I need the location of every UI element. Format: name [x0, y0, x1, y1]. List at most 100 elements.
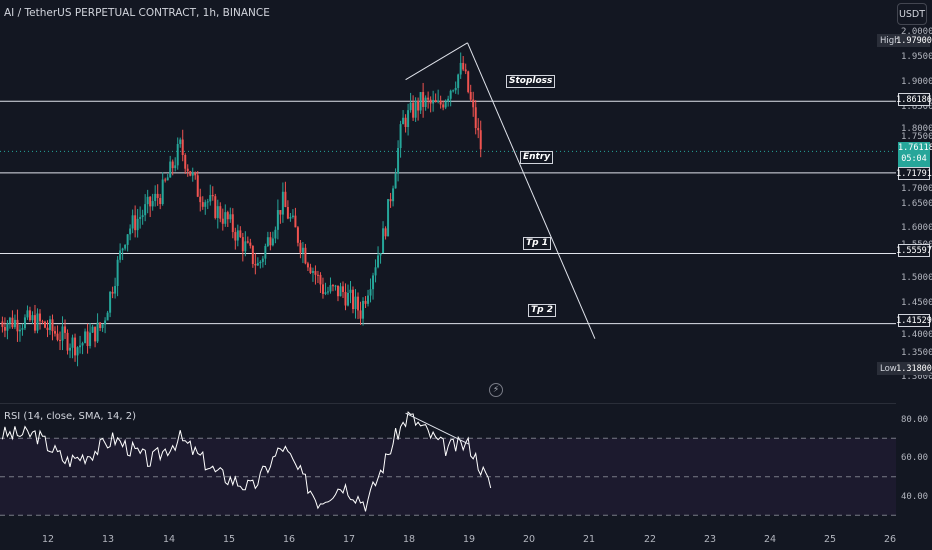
chart-title: AI / TetherUS PERPETUAL CONTRACT, 1h, BI… — [4, 7, 270, 19]
candle-body — [136, 218, 139, 231]
candle-body — [126, 234, 129, 245]
candle-body — [427, 97, 430, 100]
time-tick: 13 — [101, 534, 115, 545]
tp1-annotation[interactable]: Tp 1 — [523, 237, 551, 250]
candle-body — [36, 313, 39, 331]
candle-body — [344, 291, 347, 306]
pane-separator[interactable] — [0, 403, 896, 404]
price-tick: 1.45000 — [901, 298, 932, 308]
rsi-title: RSI (14, close, SMA, 14, 2) — [4, 411, 137, 422]
candle-body — [129, 228, 132, 235]
lightning-icon[interactable]: ⚡ — [489, 383, 503, 397]
candle-body — [176, 144, 179, 166]
candle-body — [249, 242, 252, 246]
candle-body — [124, 244, 127, 249]
candle-body — [276, 210, 279, 230]
rsi-divergence-line — [405, 412, 469, 445]
candle-body — [46, 327, 49, 331]
candle-body — [286, 206, 289, 219]
candle-body — [439, 100, 442, 105]
candle-body — [224, 212, 227, 224]
candle-body — [69, 347, 72, 351]
candle-body — [111, 291, 114, 294]
candle-body — [336, 285, 339, 297]
candle-body — [467, 71, 470, 92]
trendline-projection — [467, 42, 596, 339]
candle-body — [91, 326, 94, 333]
candle-body — [417, 100, 420, 111]
tp2-annotation[interactable]: Tp 2 — [528, 304, 556, 317]
candle-body — [226, 212, 229, 220]
candle-body — [306, 263, 309, 268]
candle-body — [311, 271, 314, 273]
current-price-label: 1.76118 05:04 — [898, 142, 932, 167]
candle-body — [254, 263, 257, 266]
candle-body — [349, 289, 352, 293]
candle-body — [304, 247, 307, 264]
candle-body — [437, 100, 440, 103]
candle-body — [392, 188, 395, 202]
candle-body — [296, 227, 299, 243]
candle-body — [424, 97, 427, 107]
candle-body — [171, 161, 174, 169]
candle-body — [404, 117, 407, 128]
candle-body — [184, 155, 187, 169]
candle-body — [189, 171, 192, 176]
candle-body — [334, 285, 337, 287]
candle-body — [452, 90, 455, 92]
candle-body — [119, 250, 122, 260]
candle-body — [454, 87, 457, 91]
stoploss-annotation[interactable]: Stoploss — [506, 75, 556, 88]
candle-body — [174, 165, 177, 169]
candle-body — [369, 289, 372, 296]
candle-body — [141, 215, 144, 218]
candle-body — [76, 347, 79, 356]
time-tick: 23 — [703, 534, 717, 545]
candle-body — [106, 312, 109, 321]
candle-body — [99, 322, 102, 329]
entry-annotation[interactable]: Entry — [520, 151, 554, 164]
candle-body — [462, 62, 465, 70]
candle-body — [464, 69, 467, 72]
candle-body — [181, 139, 184, 156]
candle-body — [23, 317, 26, 329]
candle-body — [84, 331, 87, 344]
candle-body — [419, 92, 422, 111]
candle-body — [221, 218, 224, 224]
candle-body — [291, 215, 294, 218]
rsi-tick: 60.00 — [901, 453, 929, 463]
candle-body — [319, 274, 322, 285]
candle-body — [109, 291, 112, 313]
candle-body — [216, 206, 219, 218]
candle-body — [271, 238, 274, 246]
low-value: 1.31800 — [896, 362, 932, 375]
candle-body — [96, 322, 99, 342]
candle-body — [1, 321, 4, 327]
candle-body — [151, 201, 154, 207]
candle-body — [33, 315, 36, 331]
time-tick: 19 — [462, 534, 476, 545]
candle-body — [21, 328, 24, 330]
candle-body — [314, 271, 317, 275]
candle-body — [346, 292, 349, 306]
candle-body — [169, 161, 172, 178]
candle-body — [364, 300, 367, 304]
candle-body — [387, 199, 390, 237]
price-tick: 1.80000 — [901, 124, 932, 134]
candle-body — [191, 172, 194, 176]
candle-body — [164, 179, 167, 181]
candle-body — [289, 217, 292, 219]
candle-body — [352, 289, 355, 310]
rsi-tick: 40.00 — [901, 492, 929, 502]
candle-body — [379, 253, 382, 256]
candle-body — [74, 337, 77, 356]
candle-body — [402, 117, 405, 125]
high-value: 1.97900 — [896, 34, 932, 47]
candle-body — [469, 91, 472, 100]
price-tick: 1.85000 — [901, 102, 932, 112]
candle-body — [266, 237, 269, 247]
tp2-price-label: 1.41529 — [896, 314, 932, 327]
candle-body — [459, 62, 462, 75]
currency-button[interactable]: USDT — [897, 3, 927, 25]
